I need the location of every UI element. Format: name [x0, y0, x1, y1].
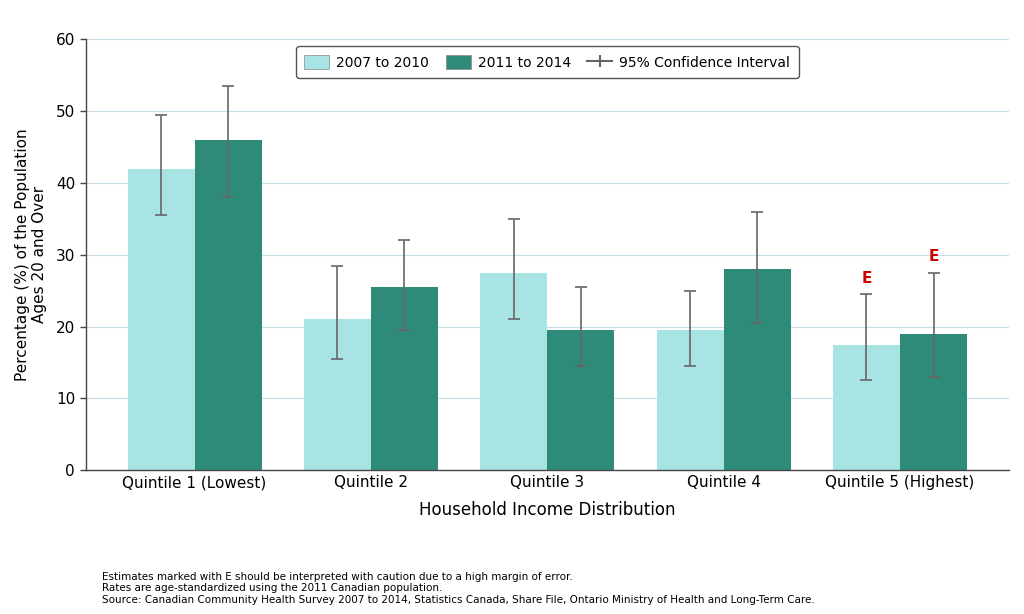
X-axis label: Household Income Distribution: Household Income Distribution	[419, 501, 676, 519]
Text: Estimates marked with E should be interpreted with caution due to a high margin : Estimates marked with E should be interp…	[102, 572, 815, 605]
Bar	[656, 330, 724, 470]
Bar	[724, 269, 791, 470]
Legend: 2007 to 2010, 2011 to 2014, 95% Confidence Interval: 2007 to 2010, 2011 to 2014, 95% Confiden…	[296, 47, 799, 78]
Bar	[128, 169, 195, 470]
Bar	[833, 344, 900, 470]
Bar	[371, 287, 438, 470]
Y-axis label: Percentage (%) of the Population
Ages 20 and Over: Percentage (%) of the Population Ages 20…	[15, 128, 47, 381]
Bar	[547, 330, 614, 470]
Bar	[195, 140, 261, 470]
Text: E: E	[929, 249, 939, 264]
Text: E: E	[861, 271, 871, 286]
Bar	[304, 319, 371, 470]
Bar	[900, 334, 967, 470]
Bar	[480, 273, 547, 470]
